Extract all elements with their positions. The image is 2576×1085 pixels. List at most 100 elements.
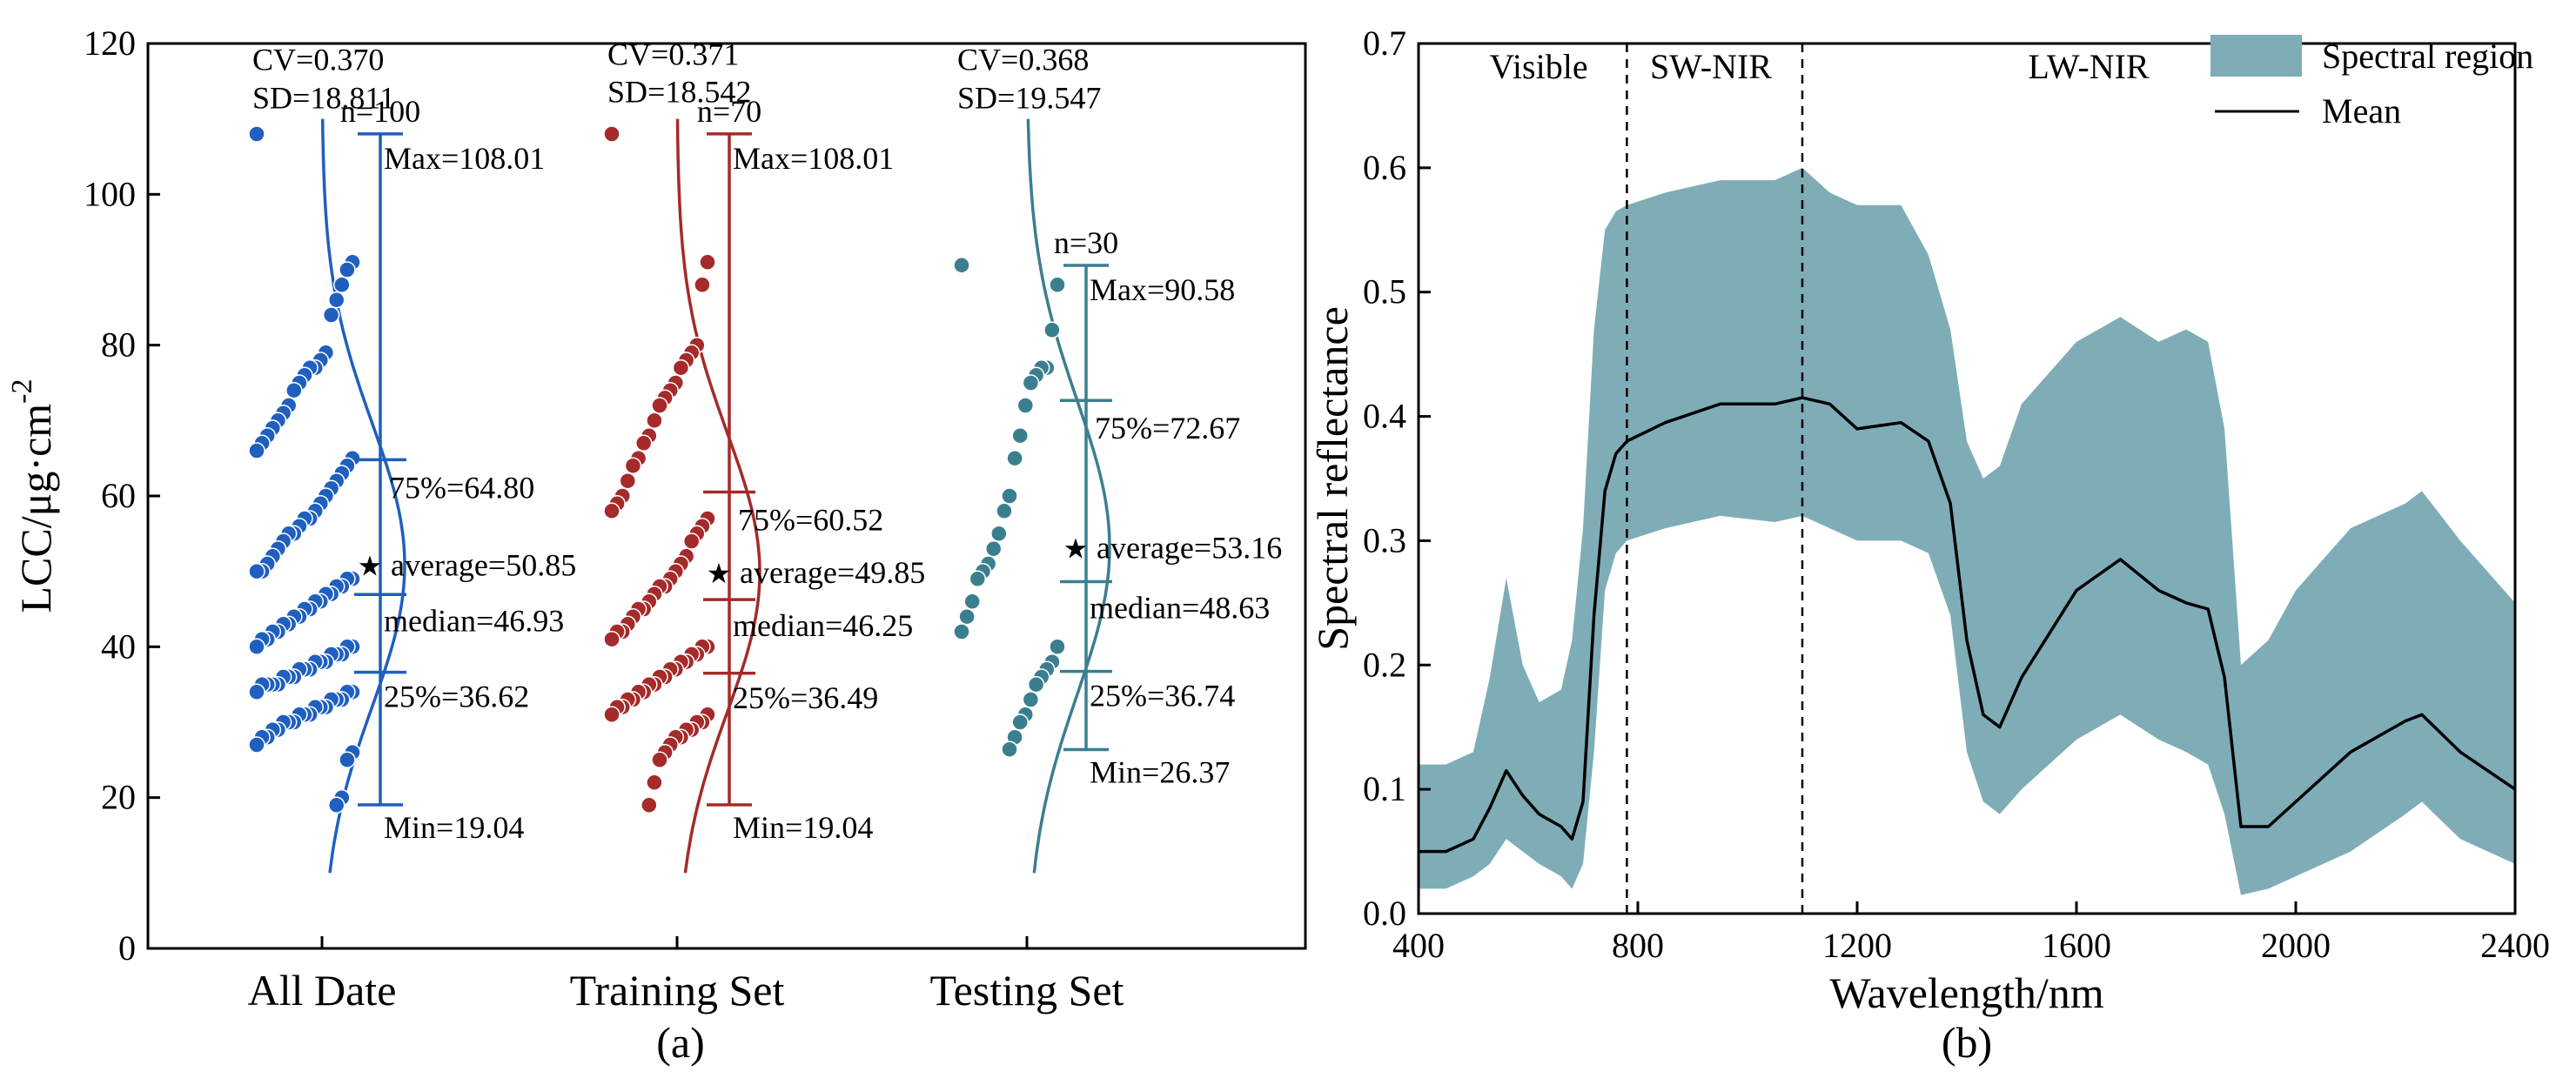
y-tick-label: 0.0 (1363, 894, 1406, 933)
x-tick-label: 2000 (2261, 926, 2331, 965)
x-tick-label: 1200 (1822, 926, 1892, 965)
panel-a-x-ticks: All Date Training Set Testing Set (248, 936, 1124, 1015)
y-tick-label: 20 (101, 778, 136, 817)
panel-a-groups: CV=0.370 SD=18.811 ★ n=100 Max=108.01 75%=64.… (248, 37, 1282, 874)
data-point-training-set (651, 751, 668, 769)
average-label-all-date: average=50.85 (391, 547, 576, 582)
y-tick-label: 0.4 (1363, 397, 1406, 436)
data-point-training-set (646, 412, 663, 430)
y-tick-label: 0.1 (1363, 769, 1406, 808)
y-tick-label: 0 (118, 928, 136, 968)
median-label-testing-set: median=48.63 (1090, 591, 1270, 626)
panel-b-x-axis-label: Wavelength/nm (1829, 968, 2103, 1017)
max-label-training-set: Max=108.01 (733, 141, 894, 176)
data-point-training-set (634, 434, 653, 452)
data-point-training-set (603, 706, 621, 724)
panel-a-label: (a) (656, 1018, 705, 1067)
mean-marker-all-date: ★ (358, 550, 383, 581)
data-point-all-date (327, 796, 345, 814)
y-tick-label: 60 (101, 476, 136, 515)
data-point-testing-set (1001, 740, 1018, 758)
legend-swatch-spectral-region (2210, 35, 2302, 77)
y-tick-label: 0.7 (1363, 23, 1406, 63)
x-category-label-testing-set: Testing Set (930, 966, 1124, 1015)
panel-b-legend: Spectral region Mean (2210, 35, 2533, 131)
data-point-all-date (285, 381, 303, 399)
data-point-testing-set (963, 593, 981, 611)
min-label-training-set: Min=19.04 (733, 810, 873, 845)
x-category-label-all-date: All Date (248, 966, 397, 1015)
panel-b-frame (1417, 42, 2517, 915)
data-point-training-set (694, 276, 711, 294)
panel-b-plot-area (1419, 44, 2516, 914)
mean-marker-training-set: ★ (707, 558, 732, 589)
mean-marker-testing-set: ★ (1063, 532, 1089, 564)
y-tick-label: 120 (84, 23, 136, 63)
data-point-testing-set (1022, 374, 1040, 392)
y-tick-label: 0.5 (1363, 272, 1406, 311)
average-label-training-set: average=49.85 (740, 555, 925, 590)
data-point-testing-set (1049, 638, 1066, 656)
data-point-testing-set (990, 525, 1008, 543)
median-label-all-date: median=46.93 (384, 603, 564, 638)
data-point-all-date (248, 562, 265, 580)
data-point-testing-set (953, 257, 970, 274)
data-point-training-set (603, 125, 621, 143)
q3-label-all-date: 75%=64.80 (389, 470, 534, 505)
data-point-testing-set (958, 607, 976, 626)
data-point-training-set (603, 630, 621, 648)
data-point-training-set (672, 358, 690, 377)
data-point-training-set (641, 796, 658, 814)
data-point-testing-set (1022, 691, 1040, 708)
data-point-training-set (699, 253, 716, 271)
data-point-testing-set (1001, 487, 1018, 505)
sd-label-testing-set: SD=19.547 (957, 81, 1101, 116)
data-point-testing-set (969, 570, 987, 588)
legend-label-mean: Mean (2322, 91, 2401, 131)
q3-label-testing-set: 75%=72.67 (1095, 411, 1240, 445)
panel-b: 0.0 0.1 0.2 0.3 0.4 0.5 0.6 0.7 400 800 1200 1600 2… (1308, 23, 2550, 1067)
panel-a-y-axis-label: LCC/μg·cm-2 (6, 378, 60, 613)
cv-label-training-set: CV=0.371 (607, 37, 739, 71)
q1-label-training-set: 25%=36.49 (733, 680, 878, 715)
x-tick-label: 2400 (2480, 926, 2550, 965)
y-tick-label: 40 (101, 626, 136, 666)
data-point-testing-set (996, 502, 1013, 520)
density-curve-testing-set (1026, 118, 1111, 874)
y-tick-label: 80 (101, 325, 136, 365)
data-point-training-set (682, 532, 701, 550)
min-label-testing-set: Min=26.37 (1090, 754, 1230, 789)
data-point-testing-set (1049, 276, 1066, 294)
panel-b-y-ticks: 0.0 0.1 0.2 0.3 0.4 0.5 0.6 0.7 (1363, 23, 1431, 933)
y-tick-label: 0.3 (1363, 520, 1406, 559)
average-label-testing-set: average=53.16 (1097, 530, 1282, 565)
data-point-all-date (333, 276, 351, 294)
data-point-all-date (248, 442, 265, 459)
q3-label-training-set: 75%=60.52 (738, 502, 883, 537)
data-point-testing-set (1016, 397, 1035, 414)
data-point-all-date (327, 291, 345, 309)
data-point-training-set (624, 457, 642, 475)
y-tick-label: 100 (84, 174, 136, 213)
max-label-testing-set: Max=90.58 (1090, 272, 1235, 307)
y-tick-label: 0.2 (1363, 645, 1406, 684)
data-point-testing-set (1027, 675, 1045, 693)
data-point-all-date (248, 736, 265, 753)
panel-a-y-axis-label-main: LCC/μg·cm (11, 404, 60, 613)
data-point-all-date (339, 751, 356, 769)
panel-b-x-ticks: 400 800 1200 1600 2000 2400 (1392, 901, 2550, 965)
data-point-all-date (248, 683, 265, 701)
x-tick-label: 1600 (2042, 926, 2111, 965)
data-point-training-set (619, 472, 637, 490)
data-point-all-date (339, 261, 356, 278)
x-category-label-training-set: Training Set (570, 966, 785, 1015)
data-point-all-date (322, 306, 340, 324)
data-point-testing-set (1043, 321, 1061, 339)
data-point-all-date (248, 125, 265, 143)
max-label-all-date: Max=108.01 (384, 141, 545, 176)
median-label-training-set: median=46.25 (733, 608, 913, 643)
panel-a-y-ticks: 0 20 40 60 80 100 120 (84, 23, 160, 968)
data-point-training-set (651, 397, 668, 414)
panel-a-y-axis-label-superscript: -2 (6, 378, 38, 403)
